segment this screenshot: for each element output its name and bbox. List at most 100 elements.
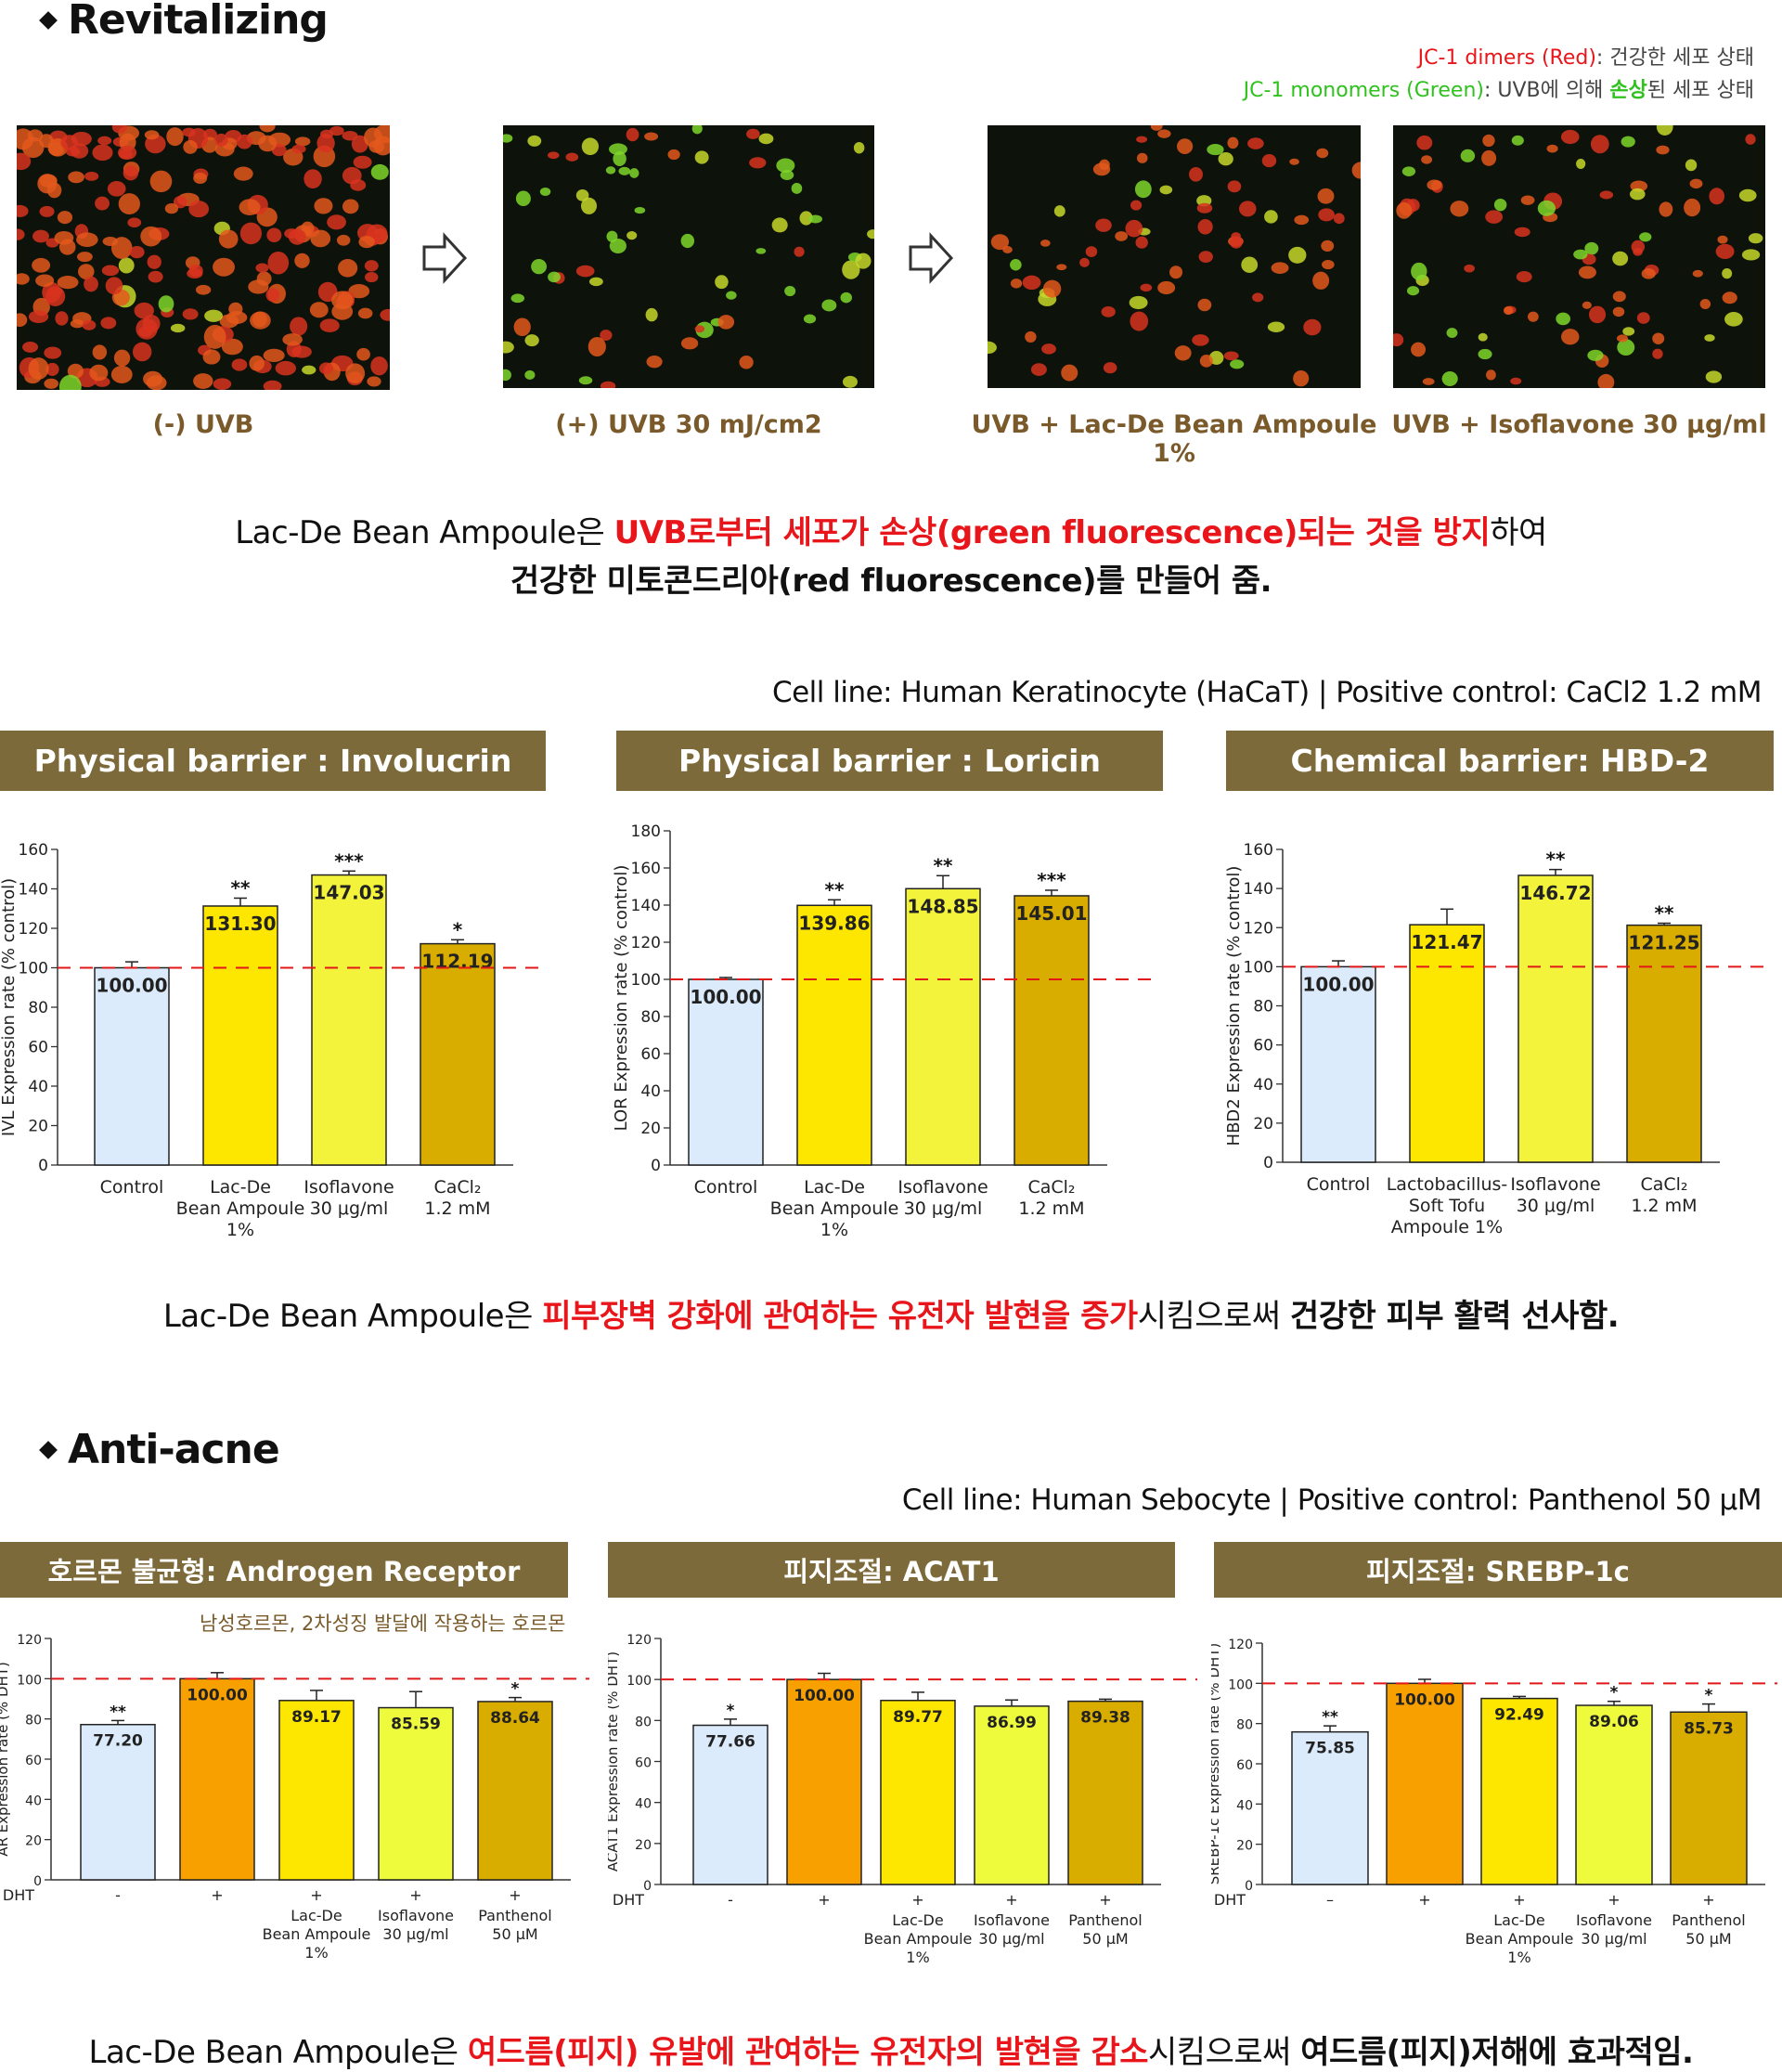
cell-blob: [626, 127, 639, 142]
cell-blob: [1520, 195, 1535, 205]
bar: [420, 942, 496, 1166]
cell-blob: [173, 195, 187, 209]
bar: [1409, 924, 1485, 1163]
cell-blob: [92, 144, 113, 162]
cell-blob: [1460, 149, 1476, 162]
cell-blob: [239, 222, 263, 245]
cell-blob: [118, 149, 133, 160]
cell-blob: [118, 257, 135, 274]
cell-blob: [364, 260, 379, 272]
cell-blob: [565, 152, 579, 162]
significance-label: **: [1655, 902, 1674, 925]
cell-blob: [1192, 334, 1209, 346]
cell-blob: [1227, 180, 1242, 193]
data-label: 86.99: [987, 1714, 1037, 1732]
bar: [1014, 895, 1090, 1166]
cell-blob: [600, 381, 616, 388]
cell-blob: [303, 169, 322, 189]
cell-blob: [102, 237, 119, 247]
x-tick-label: Isoflavone: [1576, 1911, 1652, 1929]
bar: [179, 1677, 255, 1881]
dht-mark: +: [310, 1886, 322, 1904]
y-tick-label: 40: [640, 1082, 661, 1101]
bar: [1291, 1730, 1369, 1885]
bar: [1386, 1682, 1464, 1885]
bar: [692, 1724, 768, 1885]
cell-blob: [667, 149, 680, 161]
data-label: 145.01: [1015, 902, 1087, 925]
x-tick-label: Control: [694, 1177, 758, 1198]
cell-blob: [749, 157, 767, 169]
chart-banner-hbd2: Chemical barrier: HBD-2: [1226, 731, 1774, 791]
x-tick-label: CaCl₂: [1027, 1177, 1075, 1198]
x-tick-label: 1%: [304, 1944, 328, 1962]
summary-highlight: 피부장벽 강화에 관여하는 유전자 발현을 증가: [542, 1298, 1138, 1335]
cell-blob: [629, 168, 639, 178]
cell-blob: [717, 315, 735, 330]
x-tick-label: 30 μg/ml: [1581, 1930, 1646, 1948]
cell-blob: [680, 337, 699, 350]
cell-blob: [183, 139, 198, 154]
dht-mark: +: [211, 1886, 223, 1904]
cell-blob: [127, 217, 142, 227]
y-tick-label: 160: [1244, 841, 1273, 860]
cell-blob: [808, 214, 822, 224]
cell-blob: [1130, 200, 1143, 211]
cell-blob: [76, 232, 98, 247]
cell-blob: [111, 125, 127, 134]
dht-mark: +: [1005, 1891, 1017, 1909]
cell-blob: [380, 308, 390, 321]
cell-blob: [282, 333, 303, 346]
arrow-right-icon: [907, 232, 955, 284]
cell-blob: [318, 362, 334, 375]
y-tick-label: 20: [1236, 1839, 1253, 1854]
cell-blob: [1578, 265, 1596, 279]
cell-blob: [1261, 154, 1277, 168]
data-label: 85.59: [391, 1716, 441, 1734]
cell-blob: [1422, 378, 1435, 385]
cell-blob: [60, 135, 78, 150]
cell-blob: [17, 228, 25, 240]
cell-blob: [342, 130, 358, 141]
legend-red-desc: : 건강한 세포 상태: [1595, 46, 1754, 70]
cell-blob: [1150, 125, 1163, 131]
y-tick-label: 40: [1253, 1076, 1273, 1094]
cell-blob: [1478, 348, 1492, 360]
cell-blob: [353, 155, 372, 169]
cell-blob: [1590, 135, 1609, 154]
legend-green: JC-1 monomers (Green): UVB에 의해 손상된 세포 상태: [1244, 73, 1754, 103]
cell-blob: [1421, 155, 1433, 164]
cell-blob: [1411, 262, 1427, 280]
micrograph-minus-uvb: [17, 125, 390, 390]
cell-blob: [524, 369, 536, 380]
cell-blob: [76, 252, 93, 263]
cell-blob: [302, 365, 316, 375]
cell-blob: [1450, 201, 1469, 217]
revitalizing-section-title: Revitalizing: [39, 0, 329, 44]
chart-srebp: 0 20 40 60 80 100 120 SREBP-1c Expression rate …: [1211, 1638, 1777, 1966]
x-tick-label: 1%: [226, 1220, 254, 1240]
cell-blob: [1633, 248, 1643, 256]
cell-blob: [1267, 321, 1285, 332]
cell-blob: [327, 214, 346, 230]
x-tick-label: Panthenol: [478, 1907, 552, 1924]
cell-blob: [613, 151, 626, 166]
cell-blob: [1056, 264, 1067, 271]
cell-blob: [1010, 278, 1023, 289]
x-tick-label: Lac-De: [804, 1177, 865, 1198]
cell-blob: [527, 135, 542, 147]
y-tick-label: 0: [33, 1874, 42, 1889]
cell-blob: [1537, 200, 1556, 216]
cell-blob: [39, 205, 55, 217]
y-tick-label: 100: [19, 960, 48, 978]
cell-blob: [1573, 249, 1588, 260]
cell-blob: [1709, 188, 1725, 205]
legend-green-desc-pre: : UVB에 의해: [1483, 79, 1610, 102]
x-tick-label: Control: [100, 1177, 164, 1198]
dht-mark: +: [1418, 1891, 1430, 1909]
data-label: 100.00: [96, 975, 167, 997]
cell-blob: [634, 207, 646, 214]
cell-blob: [1218, 151, 1233, 166]
cell-blob: [202, 349, 221, 365]
cell-blob: [1427, 179, 1442, 190]
